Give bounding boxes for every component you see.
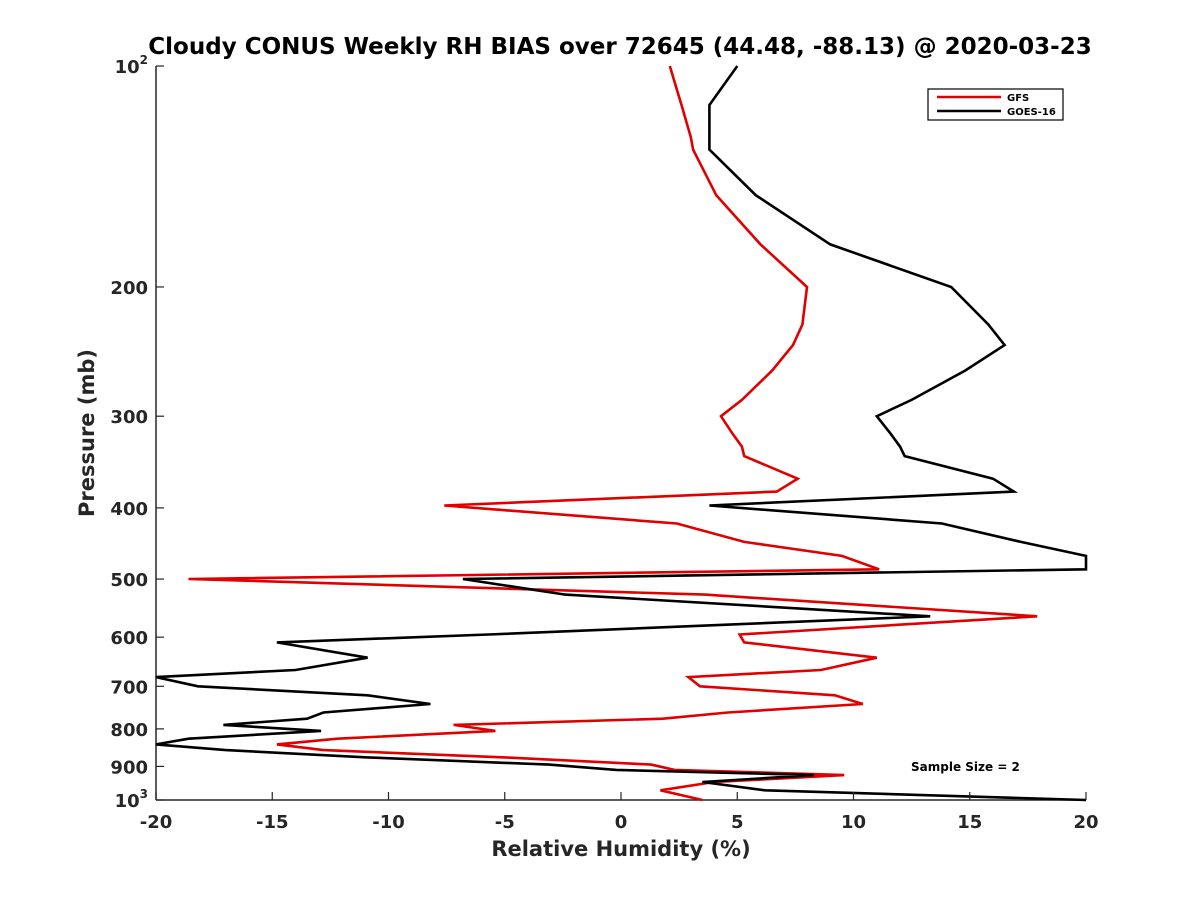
y-tick-label: 900 — [110, 757, 148, 778]
x-tick-label: -15 — [256, 812, 289, 833]
x-tick-label: -5 — [495, 812, 515, 833]
legend-box — [927, 88, 1064, 121]
y-tick-label: 102 — [115, 53, 148, 78]
x-tick-label: 10 — [841, 812, 866, 833]
series-line-goes16 — [155, 65, 1088, 802]
series-layer — [155, 65, 1088, 802]
y-tick-label: 200 — [110, 278, 148, 299]
y-tick-label: 400 — [110, 499, 148, 520]
x-axis-label: Relative Humidity (%) — [491, 837, 750, 861]
y-tick-label: 800 — [110, 720, 148, 741]
y-ticks: 102 200 300 400 500 600 700 800 900 103 — [110, 53, 164, 812]
y-tick-label: 500 — [110, 570, 148, 591]
x-tick-label: 20 — [1073, 812, 1098, 833]
legend: GFS GOES-16 — [927, 88, 1064, 121]
chart-title: Cloudy CONUS Weekly RH BIAS over 72645 (… — [148, 34, 1091, 60]
y-tick-label: 300 — [110, 407, 148, 428]
x-tick-label: 5 — [731, 812, 744, 833]
plot-area: -20 -15 -10 -5 0 5 10 15 20 102 200 300 400 500 600 70… — [110, 53, 1098, 833]
x-tick-label: -20 — [140, 812, 173, 833]
sample-size-annotation: Sample Size = 2 — [911, 760, 1020, 774]
y-tick-label: 700 — [110, 677, 148, 698]
y-tick-label: 600 — [110, 628, 148, 649]
legend-label-gfs: GFS — [1007, 93, 1029, 104]
y-tick-label: 103 — [115, 787, 148, 812]
series-line-gfs — [188, 65, 1038, 802]
x-tick-label: -10 — [372, 812, 405, 833]
legend-label-goes16: GOES-16 — [1007, 107, 1056, 118]
x-ticks: -20 -15 -10 -5 0 5 10 15 20 — [140, 792, 1099, 833]
y-axis-label: Pressure (mb) — [75, 349, 99, 517]
x-tick-label: 0 — [615, 812, 628, 833]
x-tick-label: 15 — [957, 812, 982, 833]
